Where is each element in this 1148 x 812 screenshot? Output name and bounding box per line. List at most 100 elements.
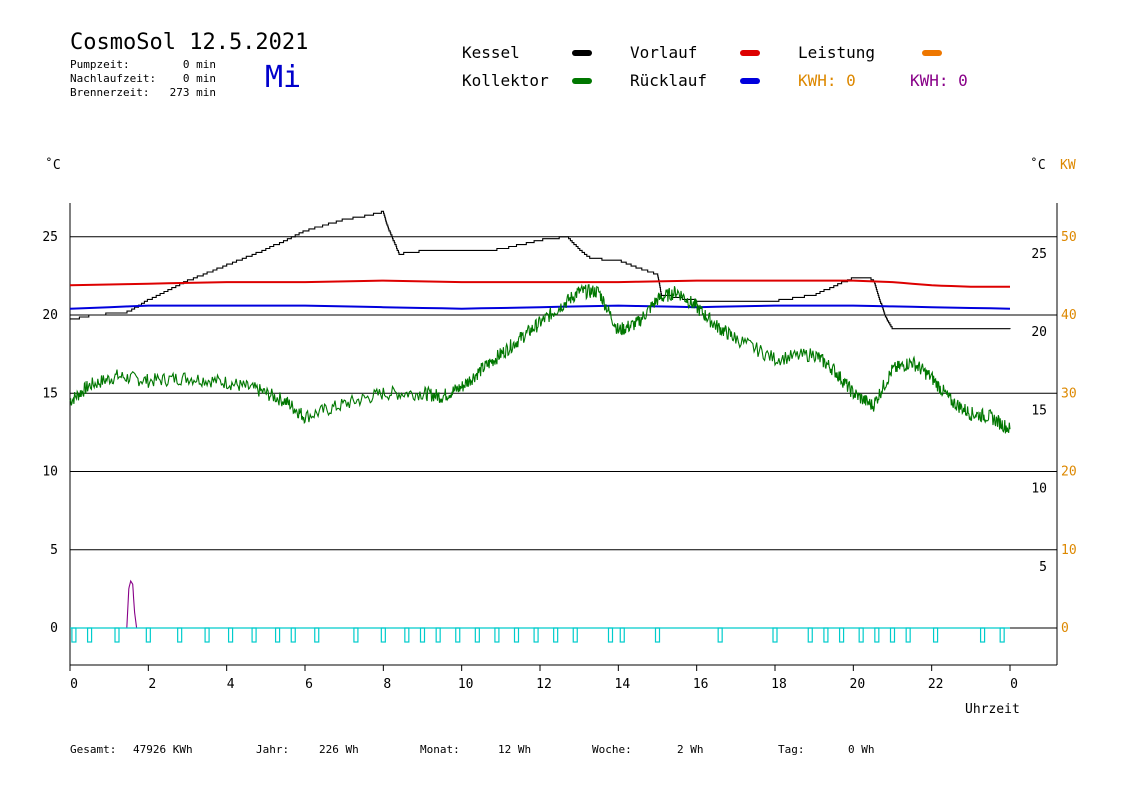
legend-label-kollektor: Kollektor (462, 71, 549, 90)
series-pumpe-pulse (572, 627, 578, 643)
series-pumpe-pulse (290, 627, 296, 643)
stat-label-brennerzeit: Brennerzeit: (70, 86, 150, 99)
series-pumpe-pulse (533, 627, 539, 643)
chart-series (69, 210, 1011, 643)
left-tick-label: 10 (42, 465, 58, 480)
series-pumpe-pulse (435, 627, 441, 643)
right-c-tick-label: 25 (1031, 247, 1047, 262)
stat-value-brennerzeit: 273 min (169, 86, 216, 99)
right-c-tick-label: 15 (1031, 403, 1047, 418)
series-pumpe-pulse (404, 627, 410, 643)
footer-label-tag: Tag: (778, 743, 805, 756)
series-pumpe-pulse (874, 627, 880, 643)
right-kw-tick-label: 30 (1061, 386, 1077, 401)
left-tick-label: 15 (42, 386, 58, 401)
right-kw-tick-label: 20 (1061, 465, 1077, 480)
legend-swatch-ruecklauf (740, 78, 760, 84)
series-pumpe-pulse (553, 627, 559, 643)
right-c-tick-label: 10 (1031, 482, 1047, 497)
left-tick-label: 5 (50, 543, 58, 558)
legend-label-kessel: Kessel (462, 43, 520, 62)
weekday-label: Mi (265, 60, 302, 95)
right-axis-unit-c: ˚C (1030, 158, 1046, 173)
series-pumpe-pulse (619, 627, 625, 643)
left-tick-label: 25 (42, 230, 58, 245)
legend-swatch-kollektor (572, 78, 592, 84)
x-tick-label: 4 (227, 677, 235, 692)
x-tick-label: 18 (771, 677, 787, 692)
right-kw-tick-label: 0 (1061, 621, 1069, 636)
series-pumpe-pulse (932, 627, 939, 643)
series-pumpe-pulse (905, 627, 911, 643)
x-tick-label: 8 (383, 677, 391, 692)
series-pumpe-pulse (419, 627, 426, 643)
x-tick-label: 20 (850, 677, 866, 692)
series-brenner-line (70, 579, 1010, 629)
footer-label-gesamt: Gesamt: (70, 743, 117, 756)
series-kessel-line (70, 210, 1011, 330)
series-pumpe-pulse (145, 627, 151, 643)
stat-value-nachlaufzeit: 0 min (182, 72, 216, 85)
series-pumpe-pulse (513, 627, 520, 643)
x-tick-label: 14 (615, 677, 631, 692)
left-tick-label: 20 (42, 308, 58, 323)
chart-ticks: 0 5 10 15 20 25 5 10 15 20 25 0 10 20 30 40 50 0 2 4 6 8 10 12 1… (42, 230, 1076, 692)
series-ruecklauf-line (69, 304, 1011, 310)
footer-value-gesamt: 47926 KWh (133, 743, 193, 756)
left-axis-unit: ˚C (45, 158, 61, 173)
right-kw-tick-label: 40 (1061, 308, 1077, 323)
x-tick-label: 10 (458, 677, 474, 692)
x-tick-label: 16 (693, 677, 709, 692)
series-pumpe-pulse (494, 627, 500, 643)
legend-label-ruecklauf: Rücklauf (630, 71, 708, 90)
x-tick-label: 22 (928, 677, 944, 692)
series-pumpe-pulse (114, 627, 120, 643)
footer-value-monat: 12 Wh (498, 743, 532, 756)
right-kw-tick-label: 10 (1061, 543, 1077, 558)
legend-swatch-kessel (572, 50, 592, 56)
series-pumpe-pulse (823, 627, 829, 643)
series-pumpe-pulse (380, 627, 386, 643)
legend-swatch-leistung (922, 50, 942, 56)
x-tick-label: 2 (148, 677, 156, 692)
series-pumpe-pulse (177, 627, 183, 643)
series-pumpe-pulse (607, 627, 614, 643)
page-title: CosmoSol 12.5.2021 (70, 30, 309, 55)
series-pumpe-pulse (807, 627, 813, 643)
series-pumpe-pulse (474, 627, 480, 643)
series-pumpe-pulse (86, 627, 93, 643)
left-tick-label: 0 (50, 621, 58, 636)
footer-label-monat: Monat: (420, 743, 460, 756)
x-tick-label: 0 (1010, 677, 1018, 692)
series-pumpe-pulse (227, 627, 234, 643)
legend-label-leistung: Leistung (798, 43, 876, 62)
legend-label-vorlauf: Vorlauf (630, 43, 698, 62)
series-pumpe-pulse (71, 627, 77, 643)
series-pumpe-pulse (772, 627, 778, 643)
footer-label-woche: Woche: (592, 743, 632, 756)
series-pumpe-pulse (858, 627, 864, 643)
footer-value-jahr: 226 Wh (319, 743, 359, 756)
x-tick-label: 12 (536, 677, 552, 692)
series-pumpe-pulse (717, 627, 723, 643)
stat-value-pumpzeit: 0 min (182, 58, 216, 71)
series-kollektor-line (69, 283, 1011, 434)
right-c-tick-label: 5 (1039, 560, 1047, 575)
kwh-label-1: KWH: 0 (798, 71, 856, 90)
series-vorlauf-line (69, 279, 1010, 288)
stat-label-nachlaufzeit: Nachlaufzeit: (70, 72, 157, 85)
x-tick-label: 6 (305, 677, 313, 692)
kwh-label-2: KWH: 0 (910, 71, 968, 90)
legend-swatch-vorlauf (740, 50, 760, 56)
footer-value-woche: 2 Wh (677, 743, 704, 756)
series-pumpe-pulse (204, 627, 210, 643)
right-c-tick-label: 20 (1031, 325, 1047, 340)
series-pumpe-pulse (999, 627, 1005, 643)
footer-label-jahr: Jahr: (256, 743, 290, 756)
chart-grid (69, 203, 1058, 666)
series-pumpe-pulse (314, 627, 320, 643)
stat-label-pumpzeit: Pumpzeit: (70, 58, 130, 71)
series-pumpe-pulse (353, 627, 359, 643)
footer-value-tag: 0 Wh (848, 743, 875, 756)
